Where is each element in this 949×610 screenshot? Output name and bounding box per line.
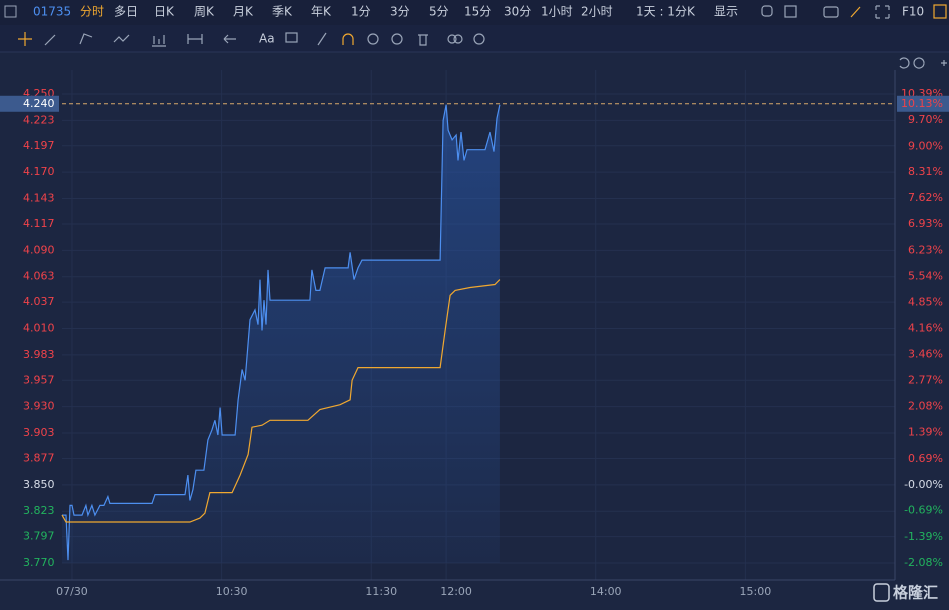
timeframe-tab[interactable]: 3分 [390,5,410,19]
camera-icon[interactable] [823,6,839,18]
y2-tick-label: -2.08% [904,556,943,569]
delete-tool[interactable] [418,34,428,46]
watermark-logo [873,583,890,602]
timeframe-tab[interactable]: 季K [272,5,293,19]
text-tool[interactable]: Aa [259,32,275,46]
timeframe-tab[interactable]: 年K [311,5,332,19]
timeframe-tab[interactable]: 显示 [714,5,738,19]
price-area [62,104,500,563]
panel-icon[interactable] [933,4,947,19]
timeframe-tab[interactable]: 2小时 [581,5,613,19]
zoom-controls[interactable] [899,57,947,69]
x-tick-label: 15:00 [740,585,772,598]
x-tick-label: 12:00 [440,585,472,598]
current-pct-label: 10.13% [901,97,943,110]
arrow-tool[interactable] [223,34,236,44]
x-tick-label: 10:30 [216,585,248,598]
y-tick-label: 3.797 [23,530,55,543]
pencil-icon[interactable] [850,6,861,18]
current-price-label: 4.240 [23,97,55,110]
checkbox[interactable] [4,5,17,18]
y2-tick-label: 6.93% [908,217,943,230]
y-tick-label: 4.037 [23,295,55,308]
y-tick-label: 3.983 [23,348,55,361]
chart: 4.2504.2234.1974.1704.1434.1174.0904.063… [0,70,949,598]
current-price-box [0,95,59,112]
watermark: 格隆汇 [893,584,938,602]
y2-tick-label: 2.77% [908,374,943,387]
y-tick-label: 4.010 [23,322,55,335]
note-tool[interactable] [285,32,298,43]
y-tick-label: 4.117 [23,217,55,230]
move-tool[interactable] [18,32,32,46]
price-line [62,104,501,561]
magnet-tool[interactable] [342,33,354,45]
timeframe-tab[interactable]: 月K [233,5,254,19]
timeframe-tab[interactable]: 30分 [504,5,531,19]
y2-tick-label: 9.00% [908,139,943,152]
y-tick-label: 3.957 [23,373,55,386]
y-tick-label: 4.090 [23,243,55,256]
y-tick-label: 4.143 [23,192,55,205]
timeframe-tab[interactable]: 15分 [464,5,491,19]
wave-tool[interactable] [113,34,130,43]
timeframe-tab[interactable]: 分时 [80,5,104,19]
y2-tick-label: 8.31% [908,165,943,178]
y-tick-label: 3.850 [23,478,55,491]
channel-tool[interactable] [79,33,93,45]
settings-tool[interactable] [473,33,485,45]
settings-icon[interactable] [761,5,773,17]
x-tick-label: 14:00 [590,585,622,598]
y-tick-label: 4.197 [23,139,55,152]
timeframe-tab[interactable]: 周K [194,5,215,19]
hide-tool[interactable] [391,33,403,45]
timeframe-tab[interactable]: 1天 : 1分K [636,5,696,19]
y2-tick-label: 2.08% [908,400,943,413]
square-icon[interactable] [784,5,797,18]
fullscreen-icon[interactable] [875,5,890,19]
pen-tool[interactable] [317,32,327,46]
x-tick-label: 11:30 [365,585,397,598]
y2-tick-label: -0.00% [904,478,943,491]
average-line [61,279,501,523]
stock-code: 01735 [33,5,71,19]
y-tick-label: 3.903 [23,426,55,439]
lock-tool[interactable] [367,33,379,45]
line-tool[interactable] [44,34,56,46]
y-tick-label: 4.170 [23,165,55,178]
y-tick-label: 3.877 [23,451,55,464]
y2-tick-label: 1.39% [908,425,943,438]
timeframe-tab[interactable]: F10 [902,5,924,19]
y2-tick-label: -1.39% [904,530,943,543]
y2-tick-label: 4.16% [908,321,943,334]
y2-tick-label: 9.70% [908,113,943,126]
timeframe-tab[interactable]: 1分 [351,5,371,19]
tool-icons [18,4,947,69]
y-tick-label: 3.823 [23,504,55,517]
y2-tick-label: 4.85% [908,295,943,308]
y-tick-label: 4.223 [23,113,55,126]
timeframe-tab[interactable]: 5分 [429,5,449,19]
timeframe-tab[interactable]: 1小时 [541,5,573,19]
y2-tick-label: 0.69% [908,452,943,465]
y2-tick-label: 7.62% [908,191,943,204]
y-tick-label: 4.063 [23,270,55,283]
y-tick-label: 3.770 [23,556,55,569]
current-pct-box [897,95,949,112]
y2-tick-label: 5.54% [908,269,943,282]
timeframe-tab[interactable]: 日K [154,5,175,19]
y-tick-label: 3.930 [23,400,55,413]
timeframe-tab[interactable]: 多日 [114,5,138,19]
x-tick-label: 07/30 [56,585,88,598]
toolbar [0,0,949,25]
y2-tick-label: -0.69% [904,504,943,517]
y2-tick-label: 6.23% [908,243,943,256]
y2-tick-label: 3.46% [908,348,943,361]
range-tool[interactable] [187,34,203,44]
fib-tool[interactable] [152,35,166,47]
